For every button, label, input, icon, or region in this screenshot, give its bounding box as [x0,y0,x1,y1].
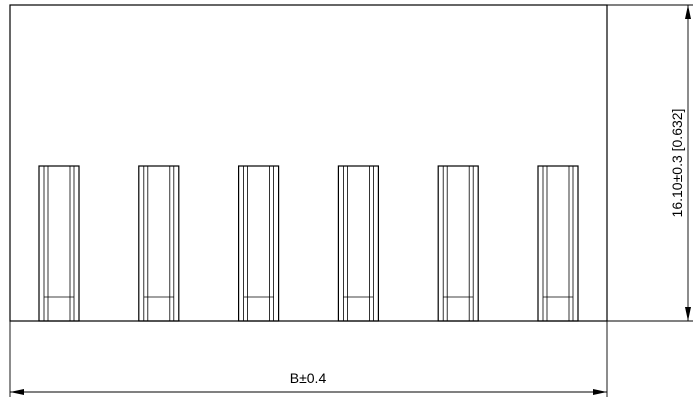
width-arrow-right [593,389,607,395]
width-arrow-left [10,389,24,395]
pin [38,165,80,322]
pin [337,165,379,322]
pin [437,165,479,322]
height-arrow-bottom [685,307,691,321]
pin [238,165,280,322]
pin-outline [537,165,579,322]
pin-outline [437,165,479,322]
height-dimension-label: 16.10±0.3 [0.632] [669,109,685,218]
height-arrow-top [685,5,691,19]
housing-outline [9,4,608,322]
height-dimension: 16.10±0.3 [0.632] [607,4,693,322]
width-dimension: B±0.4 [9,321,608,397]
pin-outline [38,165,80,322]
width-dimension-label: B±0.4 [290,370,327,386]
pin [537,165,579,322]
pin-outline [238,165,280,322]
pin-outline [138,165,180,322]
pin-group [38,165,579,322]
pin [138,165,180,322]
pin-outline [337,165,379,322]
